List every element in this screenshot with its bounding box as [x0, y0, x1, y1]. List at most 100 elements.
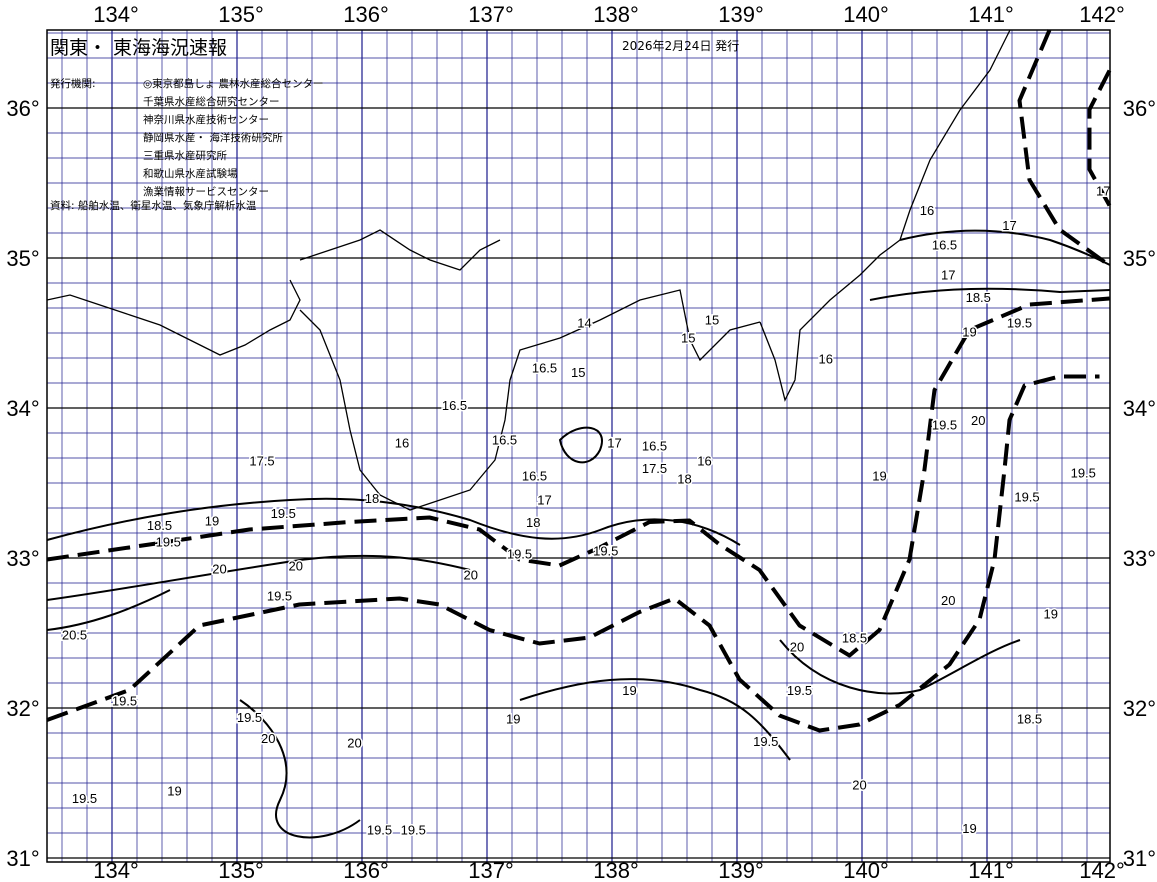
isotherm-label: 15 [681, 331, 695, 346]
isotherm-label: 18 [677, 472, 691, 487]
isotherm-label: 16 [920, 203, 934, 218]
map-title: 関東・ 東海海況速報 [50, 37, 228, 59]
longitude-label: 136° [343, 2, 389, 27]
isotherm-label: 19 [167, 784, 181, 799]
isotherm-label: 17.5 [642, 461, 667, 476]
isotherm-label: 19.5 [753, 734, 778, 749]
isotherm-label: 19.5 [267, 589, 292, 604]
isotherm-label: 17 [537, 493, 551, 508]
isotherm-label: 17 [1002, 218, 1016, 233]
isotherm-label: 18.5 [966, 290, 991, 305]
issue-date: 2026年2月24日 発行 [622, 39, 740, 53]
kuroshio-path [1087, 69, 1112, 207]
isotherm-label: 17 [1096, 184, 1110, 199]
isotherm-label: 18 [526, 515, 540, 530]
isotherm-label: 19 [506, 712, 520, 727]
latitude-label: 31° [1123, 846, 1156, 871]
isotherm-lines [46, 229, 1111, 839]
isotherm-label: 19.5 [72, 791, 97, 806]
isotherm-line [869, 287, 1111, 301]
isotherm-label: 20 [289, 559, 303, 574]
kuroshio-axis [46, 29, 1112, 733]
longitude-label: 139° [718, 2, 764, 27]
isotherm-label: 20.5 [62, 628, 87, 643]
longitude-label: 135° [218, 858, 264, 882]
kuroshio-path [1017, 29, 1111, 268]
issuer-item: 千葉県水産総合研究センター [143, 96, 280, 108]
latitude-label: 33° [1123, 546, 1156, 571]
isotherm-label: 20 [971, 413, 985, 428]
isotherm-label: 19.5 [1014, 490, 1039, 505]
isotherm-label: 15 [705, 313, 719, 328]
isotherm-label: 19.5 [156, 535, 181, 550]
isotherm-label: 19 [622, 683, 636, 698]
isotherm-label: 20 [261, 731, 275, 746]
isotherm-label: 19 [962, 325, 976, 340]
isotherm-label: 19 [962, 821, 976, 836]
isotherm-label: 19.5 [271, 506, 296, 521]
longitude-label: 135° [218, 2, 264, 27]
isotherm-label: 16.5 [532, 361, 557, 376]
latitude-label: 35° [6, 246, 39, 271]
isotherm-label: 19.5 [112, 694, 137, 709]
longitude-label: 134° [93, 858, 139, 882]
isotherm-label: 20 [464, 568, 478, 583]
issuer-item: ◎東京都島しょ 農林水産総合センター [143, 78, 324, 90]
kuroshio-path [46, 374, 1100, 733]
issuer-item: 神奈川県水産技術センター [143, 114, 269, 126]
isotherm-label: 16.5 [932, 238, 957, 253]
latitude-label: 32° [1123, 696, 1156, 721]
latitude-label: 34° [1123, 396, 1156, 421]
issuer-item: 静岡県水産・ 海洋技術研究所 [143, 132, 283, 144]
latitude-label: 36° [6, 96, 39, 121]
latitude-label: 35° [1123, 246, 1156, 271]
longitude-label: 137° [468, 2, 514, 27]
isotherm-line [519, 678, 791, 761]
isotherm-label: 16.5 [522, 469, 547, 484]
isotherm-label: 14 [577, 316, 591, 331]
isotherm-label: 17.5 [249, 454, 274, 469]
lat-lon-grid [47, 30, 1110, 862]
axis-labels: 134° 134° 135° 135° 136° 136° 137° 137° 138° 138°… [6, 2, 1156, 882]
isotherm-label: 19.5 [367, 823, 392, 838]
issuer-item: 漁業情報サービスセンター [143, 186, 269, 198]
data-sources: 資料: 船舶水温、衛星水温、気象庁解析水温 [50, 200, 257, 212]
longitude-label: 140° [843, 2, 889, 27]
latitude-label: 31° [6, 846, 39, 871]
isotherm-line [46, 497, 741, 546]
isotherm-line [558, 426, 603, 464]
isotherm-label: 20 [852, 778, 866, 793]
isotherm-label: 15 [571, 365, 585, 380]
isotherm-label: 16.5 [642, 439, 667, 454]
isotherm-label: 19 [205, 514, 219, 529]
longitude-label: 140° [843, 858, 889, 882]
longitude-label: 139° [718, 858, 764, 882]
isotherm-label: 18.5 [1017, 712, 1042, 727]
isotherm-label: 16 [697, 454, 711, 469]
isotherm-label: 19 [872, 469, 886, 484]
coastline-izu [759, 29, 1011, 402]
isotherm-label: 19 [1044, 607, 1058, 622]
isotherm-label: 19.5 [1071, 466, 1096, 481]
isotherm-labels: 14 15 15 16 16.5 15 16.5 16 16.5 17.5 17 16.5 17.5 16… [60, 182, 1112, 839]
isotherm-line [46, 554, 471, 601]
latitude-label: 33° [6, 546, 39, 571]
coastline-kii [299, 289, 761, 511]
issuer-item: 三重県水産研究所 [143, 150, 227, 162]
isotherm-line [239, 699, 361, 839]
isotherm-label: 19.5 [593, 544, 618, 559]
isotherm-line [46, 589, 171, 631]
isotherm-label: 19.5 [401, 823, 426, 838]
isotherm-label: 19.5 [1007, 316, 1032, 331]
isotherm-label: 20 [212, 562, 226, 577]
map-frame [46, 29, 1111, 863]
isotherm-label: 17 [607, 436, 621, 451]
latitude-label: 34° [6, 396, 39, 421]
isotherm-label: 19.5 [237, 710, 262, 725]
longitude-label: 138° [593, 2, 639, 27]
latitude-label: 32° [6, 696, 39, 721]
isotherm-label: 18 [365, 491, 379, 506]
longitude-label: 142° [1079, 858, 1125, 882]
coastline-shikoku [46, 279, 301, 356]
